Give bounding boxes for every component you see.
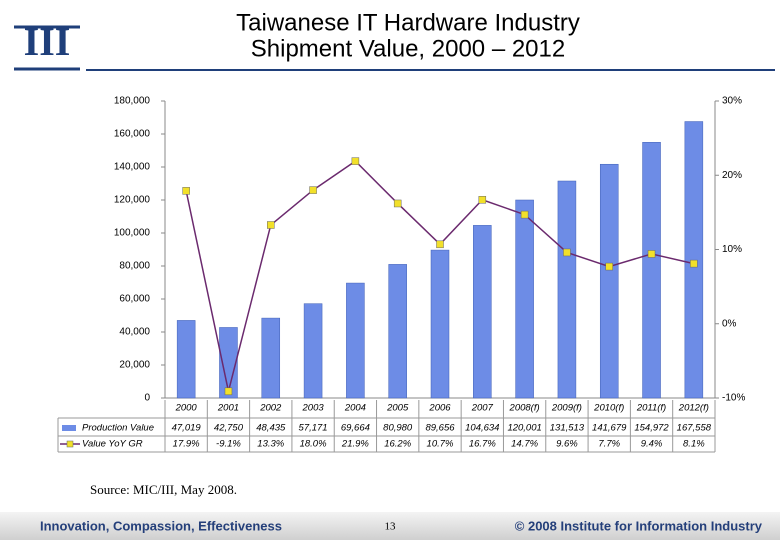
point <box>605 262 613 271</box>
bar <box>176 320 196 399</box>
y2-tick-label: 30% <box>722 96 742 107</box>
table-value: 21.9% <box>341 439 369 450</box>
table-value: 18.0% <box>300 439 327 450</box>
table-value: 80,980 <box>383 423 413 434</box>
table-value: 16.2% <box>384 439 411 450</box>
point <box>478 196 487 204</box>
table-value: 16.7% <box>469 439 496 450</box>
x-tick-label: 2001 <box>217 403 239 414</box>
footer-bar <box>0 512 780 540</box>
footer-left: Innovation, Compassion, Effectiveness <box>40 518 282 533</box>
legend-label: Value YoY GR <box>82 439 143 450</box>
bar <box>303 303 323 399</box>
x-tick-label: 2008(f) <box>509 403 540 414</box>
legend-swatch <box>62 425 76 431</box>
table-value: 69,664 <box>341 423 370 434</box>
table-value: 167,558 <box>677 423 712 434</box>
bar <box>430 249 450 399</box>
bar <box>473 225 492 399</box>
bar <box>346 282 365 399</box>
bar <box>599 163 619 399</box>
bar <box>684 121 704 399</box>
point <box>647 250 656 258</box>
table-value: 10.7% <box>427 439 454 450</box>
bar <box>557 180 577 399</box>
y-tick-label: 140,000 <box>114 162 151 173</box>
y-tick-label: 40,000 <box>119 327 150 338</box>
point <box>563 248 571 257</box>
bar <box>515 199 534 399</box>
point <box>182 187 190 195</box>
table-value: 9.4% <box>641 439 663 450</box>
x-tick-label: 2004 <box>344 403 366 414</box>
table-value: 57,171 <box>299 423 328 434</box>
y2-tick-label: -10% <box>722 393 745 404</box>
point <box>224 387 233 396</box>
table-value: 120,001 <box>507 423 541 434</box>
y-tick-label: 20,000 <box>119 360 150 371</box>
y2-tick-label: 10% <box>722 244 742 255</box>
table-value: 13.3% <box>257 439 284 450</box>
table-value: 8.1% <box>683 439 705 450</box>
table-value: 104,634 <box>465 423 499 434</box>
x-tick-label: 2007 <box>471 403 494 414</box>
y-tick-label: 80,000 <box>119 261 150 272</box>
y-tick-label: 0 <box>144 393 150 404</box>
y-tick-label: 60,000 <box>119 294 150 305</box>
y-tick-label: 180,000 <box>114 96 151 107</box>
table-value: 48,435 <box>256 423 286 434</box>
point <box>309 186 317 194</box>
chart-title: Shipment Value, 2000 – 2012 <box>251 35 565 62</box>
x-tick-label: 2009(f) <box>551 403 582 414</box>
table-value: 14.7% <box>511 439 538 450</box>
table-value: 42,750 <box>214 423 244 434</box>
table-value: -9.1% <box>216 439 241 450</box>
point <box>690 259 698 268</box>
table-value: 9.6% <box>556 439 578 450</box>
plot: 0 20,000 40,000 60,000 80,000 100,000 120,000 1… <box>57 96 745 453</box>
table-value: 89,656 <box>425 423 455 434</box>
table-value: 7.7% <box>598 439 620 450</box>
x-tick-label: 2005 <box>386 403 409 414</box>
y-tick-label: 120,000 <box>114 195 151 206</box>
table-value: 17.9% <box>173 439 200 450</box>
point <box>436 240 444 249</box>
table-value: 131,513 <box>550 423 585 434</box>
chart-title: Taiwanese IT Hardware Industry <box>236 9 580 36</box>
bar <box>261 317 281 399</box>
bar <box>388 264 407 399</box>
table-value: 47,019 <box>172 423 202 434</box>
y-tick-label: 160,000 <box>114 129 151 140</box>
legend-marker <box>66 440 74 448</box>
table-value: 154,972 <box>634 423 669 434</box>
point <box>267 221 275 229</box>
legend-label: Production Value <box>82 423 154 434</box>
bar <box>642 142 661 399</box>
x-tick-label: 2010(f) <box>593 403 624 414</box>
x-tick-label: 2003 <box>302 403 325 414</box>
x-tick-label: 2002 <box>259 403 282 414</box>
point <box>393 199 402 208</box>
point <box>520 210 529 219</box>
x-tick-label: 2012(f) <box>678 403 709 414</box>
page-number: 13 <box>385 521 397 533</box>
y-tick-label: 100,000 <box>114 228 151 239</box>
footer-right: © 2008 Institute for Information Industr… <box>515 518 763 533</box>
y2-tick-label: 0% <box>722 318 737 329</box>
point <box>351 157 360 165</box>
y2-tick-label: 20% <box>722 170 742 181</box>
x-tick-label: 2006 <box>428 403 451 414</box>
x-tick-label: 2011(f) <box>636 403 666 414</box>
source: Source: MIC/III, May 2008. <box>90 482 237 497</box>
x-tick-label: 2000 <box>175 403 198 414</box>
bar <box>219 327 238 399</box>
table-value: 141,679 <box>592 423 627 434</box>
